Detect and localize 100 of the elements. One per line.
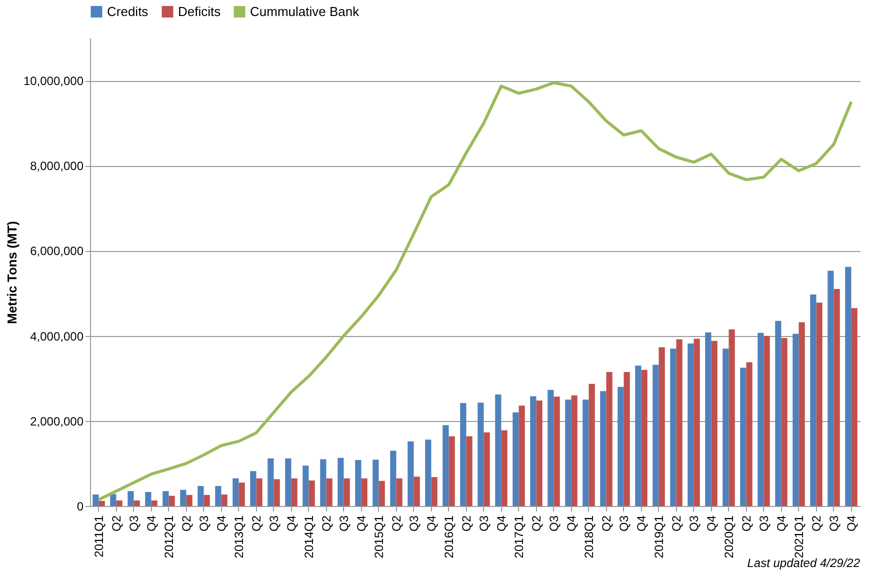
bar bbox=[256, 478, 262, 506]
bar bbox=[600, 391, 606, 506]
bar bbox=[624, 372, 630, 506]
x-tick-label: Q4 bbox=[774, 515, 788, 532]
bar bbox=[618, 386, 624, 506]
y-tick-label: 10,000,000 bbox=[23, 74, 84, 88]
bar bbox=[326, 478, 332, 506]
x-tick-label: Q2 bbox=[249, 515, 264, 532]
bar bbox=[238, 482, 245, 506]
x-tick-label: Q2 bbox=[109, 515, 124, 532]
bar bbox=[460, 403, 466, 506]
bar bbox=[512, 412, 519, 506]
x-tick-label: Q3 bbox=[266, 515, 281, 532]
bar bbox=[658, 347, 665, 506]
bar bbox=[764, 336, 770, 506]
x-tick-label: Q4 bbox=[424, 515, 438, 532]
x-tick-label: Q4 bbox=[214, 515, 228, 532]
bar bbox=[548, 390, 554, 506]
x-tick-label: Q4 bbox=[354, 515, 368, 532]
x-tick-label: Q3 bbox=[686, 515, 701, 532]
bar bbox=[676, 339, 682, 506]
bar bbox=[320, 459, 326, 506]
legend-label: Cummulative Bank bbox=[250, 4, 360, 19]
y-axis-title: Metric Tons (MT) bbox=[4, 220, 20, 324]
x-tick-label: Q4 bbox=[844, 515, 858, 532]
x-tick-label: Q2 bbox=[739, 515, 754, 532]
bar bbox=[845, 266, 852, 506]
bar bbox=[536, 400, 542, 506]
line-series bbox=[97, 81, 853, 502]
bar bbox=[775, 320, 782, 506]
bar bbox=[186, 494, 192, 506]
y-tick-label: 0 bbox=[76, 500, 84, 514]
bar bbox=[145, 492, 152, 506]
legend-label: Deficits bbox=[178, 4, 222, 19]
bar bbox=[565, 400, 572, 506]
bar bbox=[128, 491, 134, 506]
x-tick-label: Q2 bbox=[459, 515, 474, 532]
y-tick-label: 8,000,000 bbox=[30, 159, 84, 174]
bar bbox=[851, 308, 858, 506]
bar bbox=[694, 338, 700, 506]
bar bbox=[495, 394, 502, 506]
bar bbox=[180, 490, 186, 506]
bar bbox=[728, 329, 735, 506]
x-tick-label: Q3 bbox=[546, 515, 561, 532]
x-tick-label: 2013Q1 bbox=[232, 515, 246, 558]
x-tick-label: Q2 bbox=[599, 515, 614, 532]
bar bbox=[162, 491, 169, 506]
bar bbox=[431, 477, 438, 506]
y-tick-label: 2,000,000 bbox=[30, 414, 84, 428]
bar bbox=[151, 500, 158, 506]
bar bbox=[554, 396, 560, 506]
x-tick-label: 2018Q1 bbox=[582, 515, 596, 558]
bar bbox=[688, 343, 694, 506]
bar bbox=[501, 430, 508, 506]
x-tick-label: Q3 bbox=[336, 515, 351, 532]
bar bbox=[478, 402, 484, 506]
bar bbox=[390, 450, 396, 506]
bar bbox=[116, 500, 122, 506]
x-tick-label: Q2 bbox=[389, 515, 404, 532]
x-tick-label: Q3 bbox=[826, 515, 841, 532]
x-tick-label: Q2 bbox=[179, 515, 194, 532]
bar bbox=[408, 441, 414, 506]
x-tick-label: 2019Q1 bbox=[652, 515, 666, 558]
bar bbox=[215, 486, 222, 506]
bar bbox=[268, 458, 274, 506]
bar bbox=[361, 478, 368, 506]
bar bbox=[606, 372, 612, 506]
bar bbox=[285, 458, 292, 506]
x-tick-label: 2020Q1 bbox=[722, 515, 736, 558]
legend-label: Credits bbox=[107, 4, 149, 19]
bar bbox=[355, 460, 362, 506]
bar bbox=[816, 302, 822, 506]
bar bbox=[722, 348, 729, 506]
bar bbox=[134, 500, 140, 506]
x-tick-label: Q2 bbox=[809, 515, 824, 532]
x-tick-label: 2021Q1 bbox=[792, 515, 806, 558]
y-tick-label: 6,000,000 bbox=[30, 244, 84, 258]
y-tick-label: 4,000,000 bbox=[30, 329, 84, 344]
bar bbox=[758, 332, 764, 506]
bar bbox=[372, 460, 379, 506]
bar bbox=[834, 289, 840, 506]
x-tick-label: 2017Q1 bbox=[512, 515, 526, 558]
bar bbox=[792, 334, 799, 506]
x-tick-label: Q4 bbox=[634, 515, 648, 532]
bar bbox=[308, 480, 315, 506]
bar bbox=[250, 471, 256, 506]
bar bbox=[232, 478, 239, 506]
bar bbox=[518, 406, 525, 506]
bar bbox=[204, 494, 210, 506]
bar bbox=[641, 370, 648, 506]
x-tick-label: Q4 bbox=[564, 515, 578, 532]
bar bbox=[414, 476, 420, 506]
x-tick-label: Q4 bbox=[284, 515, 298, 532]
bar bbox=[711, 340, 718, 506]
bar bbox=[466, 436, 472, 506]
x-tick-label: Q3 bbox=[126, 515, 141, 532]
bar bbox=[530, 396, 536, 506]
x-tick-label: Q2 bbox=[669, 515, 684, 532]
x-tick-label: Q4 bbox=[704, 515, 718, 532]
bar bbox=[810, 294, 816, 506]
